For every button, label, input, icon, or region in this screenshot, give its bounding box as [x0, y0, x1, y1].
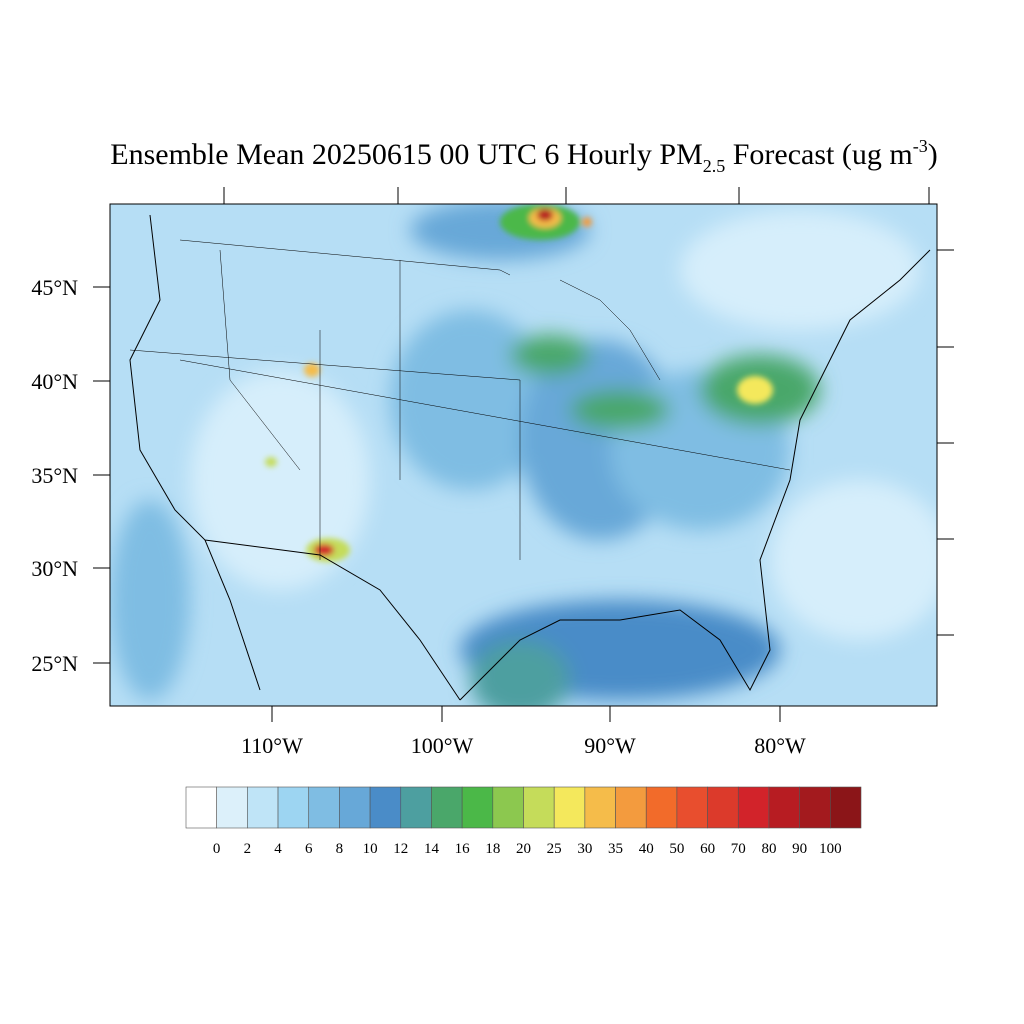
- map-field: [110, 204, 937, 706]
- colorbar-swatch: [492, 786, 524, 829]
- colorbar-label: 16: [455, 841, 471, 857]
- colorbar-swatch: [185, 786, 217, 829]
- lat-label: 45°N: [31, 275, 78, 300]
- title-sub: 2.5: [703, 156, 726, 176]
- colorbar-label: 25: [547, 841, 562, 857]
- colorbar-swatch: [645, 786, 678, 829]
- colorbar-label: 80: [761, 841, 776, 857]
- lat-label: 35°N: [31, 463, 78, 488]
- map-axes: 45°N 40°N 35°N 30°N 25°N 110°W 100°W 90°W 80°W: [31, 187, 954, 758]
- colorbar-label: 12: [393, 841, 408, 857]
- lat-label: 25°N: [31, 651, 78, 676]
- lon-label: 100°W: [411, 733, 474, 758]
- colorbar-swatch: [277, 786, 310, 829]
- title-sup: -3: [913, 136, 928, 156]
- colorbar-swatch: [308, 786, 340, 829]
- colorbar-swatch: [247, 786, 279, 829]
- colorbar-swatch: [216, 786, 248, 829]
- colorbar-swatch: [584, 786, 616, 829]
- colorbar-swatch: [676, 786, 708, 829]
- lon-label: 90°W: [584, 733, 636, 758]
- colorbar-label: 35: [608, 841, 623, 857]
- colorbar-swatch: [553, 786, 586, 829]
- colorbar-label: 100: [819, 841, 842, 857]
- colorbar-label: 40: [639, 841, 654, 857]
- colorbar-label: 10: [363, 841, 378, 857]
- colorbar-label: 8: [336, 841, 344, 857]
- colorbar-swatch: [799, 786, 831, 829]
- colorbar-label: 30: [577, 841, 592, 857]
- colorbar-swatch: [615, 786, 647, 829]
- colorbar-swatch: [830, 786, 862, 829]
- colorbar-swatch: [369, 786, 402, 829]
- colorbar-swatch: [431, 786, 463, 829]
- colorbar-swatch: [461, 786, 494, 829]
- colorbar-swatch: [400, 786, 432, 829]
- colorbar-label: 70: [731, 841, 746, 857]
- colorbar-swatch: [339, 786, 371, 829]
- colorbar-label: 14: [424, 841, 440, 857]
- colorbar-label: 90: [792, 841, 807, 857]
- lon-label: 110°W: [241, 733, 303, 758]
- colorbar-label: 0: [213, 841, 221, 857]
- colorbar-swatch: [737, 786, 770, 829]
- colorbar-label: 50: [669, 841, 684, 857]
- colorbar-label: 4: [274, 841, 282, 857]
- colorbar-label: 18: [485, 841, 500, 857]
- title-end: ): [928, 138, 938, 171]
- title: Ensemble Mean 20250615 00 UTC 6 Hourly P…: [110, 136, 937, 176]
- lat-label: 40°N: [31, 369, 78, 394]
- colorbar-label: 20: [516, 841, 531, 857]
- lon-label: 80°W: [754, 733, 806, 758]
- colorbar-label: 6: [305, 841, 313, 857]
- colorbar: 0 2 4 6 8 10 12 14 16 18 20 25 30 35 40 50 60 70 80 90 100: [185, 786, 862, 857]
- colorbar-swatch: [707, 786, 739, 829]
- colorbar-swatch: [768, 786, 800, 829]
- title-middle: Forecast (ug m: [725, 138, 912, 171]
- colorbar-label: 60: [700, 841, 715, 857]
- title-main: Ensemble Mean 20250615 00 UTC 6 Hourly P…: [110, 138, 702, 171]
- colorbar-swatch: [523, 786, 555, 829]
- colorbar-label: 2: [244, 841, 252, 857]
- lat-label: 30°N: [31, 556, 78, 581]
- map-frame: [109, 203, 938, 707]
